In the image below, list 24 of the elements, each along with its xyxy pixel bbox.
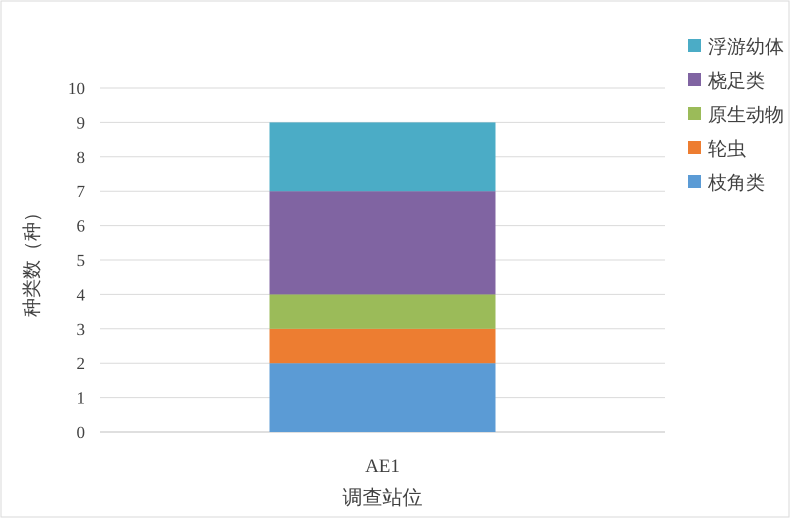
- y-tick-label: 5: [76, 251, 85, 270]
- bar: [270, 122, 496, 192]
- bar: [270, 328, 496, 364]
- y-axis-title: 种类数（种）: [21, 203, 43, 317]
- y-tick-label: 4: [76, 285, 86, 304]
- bar: [270, 191, 496, 294]
- x-tick-label: AE1: [365, 456, 400, 477]
- y-tick-label: 10: [68, 79, 85, 98]
- y-tick-label: 3: [76, 320, 85, 339]
- legend-label: 原生动物: [708, 104, 784, 126]
- legend-label: 枝角类: [707, 172, 765, 194]
- legend-label: 轮虫: [708, 138, 746, 160]
- y-tick-label: 7: [76, 182, 86, 202]
- y-tick-label: 2: [76, 354, 85, 374]
- y-tick-label: 8: [76, 148, 85, 167]
- y-tick-label: 9: [76, 113, 85, 132]
- y-tick-label: 0: [76, 423, 85, 442]
- y-tick-label: 6: [76, 216, 85, 236]
- bar: [270, 294, 496, 329]
- x-axis-title: 调查站位: [342, 485, 422, 509]
- legend-label: 桡足类: [707, 70, 765, 92]
- y-tick-label: 1: [76, 388, 85, 408]
- bar: [270, 363, 496, 432]
- legend-label: 浮游幼体: [708, 36, 784, 58]
